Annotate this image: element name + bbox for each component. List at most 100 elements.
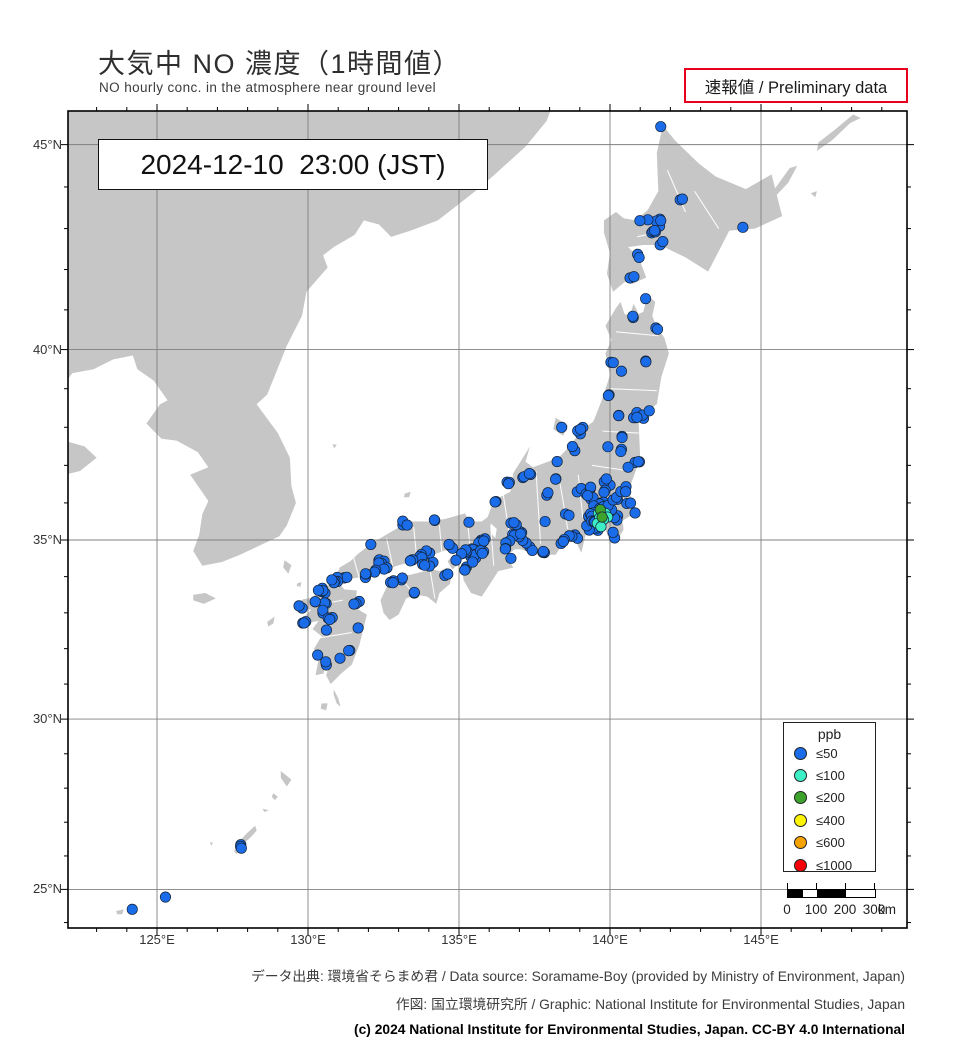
station-dot (657, 236, 669, 248)
longitude-label: 145°E (743, 932, 779, 947)
station-dot (463, 516, 475, 528)
legend-color-dot (794, 836, 807, 850)
station-dot (442, 568, 454, 580)
page-title: 大気中 NO 濃度（1時間値） (98, 49, 462, 79)
legend-label: ≤400 (816, 812, 845, 828)
station-dot (602, 390, 614, 402)
scale-bar-label: 300 (862, 902, 886, 917)
landmass (68, 441, 97, 475)
prefecture-border (609, 388, 657, 392)
station-dot (293, 600, 305, 612)
prefecture-border (352, 556, 360, 579)
station-dot (550, 473, 562, 485)
prefecture-border (535, 470, 542, 544)
station-dot (235, 842, 247, 854)
legend-item: ≤600 (784, 832, 875, 854)
station-dot (352, 622, 364, 634)
landmass (664, 103, 684, 106)
station-dot (343, 645, 355, 657)
legend-label: ≤50 (816, 745, 838, 761)
legend-label: ≤100 (816, 768, 845, 784)
station-dot (542, 487, 554, 499)
station-dot (365, 538, 377, 550)
timestamp-box: 2024-12-10 23:00 (JST) (98, 139, 488, 190)
station-dot (537, 545, 549, 557)
station-dot (459, 564, 471, 576)
station-dot (598, 486, 610, 498)
station-dot (515, 528, 527, 540)
landmass (209, 842, 213, 846)
station-dot (505, 552, 517, 564)
legend-rows: ≤50 ≤100 ≤200 ≤400 ≤600 ≤1000 (784, 742, 875, 876)
station-dot (655, 121, 667, 133)
landmass (271, 793, 278, 801)
station-dot (625, 497, 637, 509)
longitude-label: 130°E (290, 932, 326, 947)
preliminary-data-badge: 速報値 / Preliminary data (684, 68, 908, 103)
legend-label: ≤200 (816, 790, 845, 806)
japan-map (61, 103, 914, 935)
station-dot (450, 554, 462, 566)
footer-graphic-credit: 作図: 国立環境研究所 / Graphic: National Institut… (395, 997, 905, 1012)
station-dot (408, 586, 420, 598)
page-subtitle: NO hourly conc. in the atmosphere near g… (99, 80, 437, 95)
station-dot (563, 509, 575, 521)
lake (490, 523, 497, 539)
station-dot (651, 323, 664, 335)
station-dot (643, 405, 655, 417)
station-dot (348, 598, 360, 610)
landmass (320, 703, 328, 711)
station-dot (401, 519, 413, 531)
station-dot (631, 411, 643, 423)
prefecture-border (666, 169, 687, 213)
station-dot (334, 652, 346, 664)
station-dot (341, 571, 353, 583)
scale-bar-label: 200 (833, 902, 857, 917)
latitude-label: 45°N (32, 136, 62, 152)
station-dot (309, 596, 321, 608)
station-dot (634, 215, 646, 227)
landmass (603, 125, 783, 292)
legend-item: ≤50 (784, 742, 875, 764)
station-dot (628, 271, 640, 283)
station-dot (633, 251, 645, 264)
landmass (332, 444, 337, 449)
station-dot (649, 225, 661, 237)
station-dot (404, 555, 416, 567)
legend-color-dot (794, 791, 807, 805)
map-layers (68, 103, 907, 928)
station-dot (523, 467, 535, 480)
landmass (810, 191, 817, 198)
legend-item: ≤400 (784, 809, 875, 831)
station-dot (478, 535, 490, 547)
station-dot (737, 221, 749, 233)
station-dot (627, 310, 639, 322)
prefecture-border (577, 474, 584, 518)
station-dot (320, 656, 332, 668)
landmass (116, 909, 124, 915)
station-dot (324, 613, 336, 626)
station-dot (360, 568, 372, 580)
station-dot (489, 496, 501, 508)
station-dot (419, 559, 431, 571)
station-dot (566, 440, 578, 453)
prefecture-border (615, 331, 659, 337)
station-dot (159, 891, 172, 903)
station-dot (551, 456, 563, 468)
landmass (262, 808, 269, 813)
station-dot (575, 423, 587, 435)
landmass (770, 165, 798, 199)
station-dot (556, 421, 568, 433)
station-dot (526, 544, 538, 556)
prefecture-border (559, 484, 569, 530)
prefecture-border (385, 538, 394, 566)
legend-box: ppb ≤50 ≤100 ≤200 ≤400 ≤600 ≤1000 (783, 722, 876, 873)
scale-bar-unit: km (878, 902, 896, 917)
landmass (280, 771, 292, 787)
landmass (816, 114, 861, 152)
station-dot (620, 486, 632, 498)
landmass (296, 582, 302, 587)
legend-label: ≤600 (816, 835, 845, 851)
latitude-label: 25°N (32, 881, 62, 897)
